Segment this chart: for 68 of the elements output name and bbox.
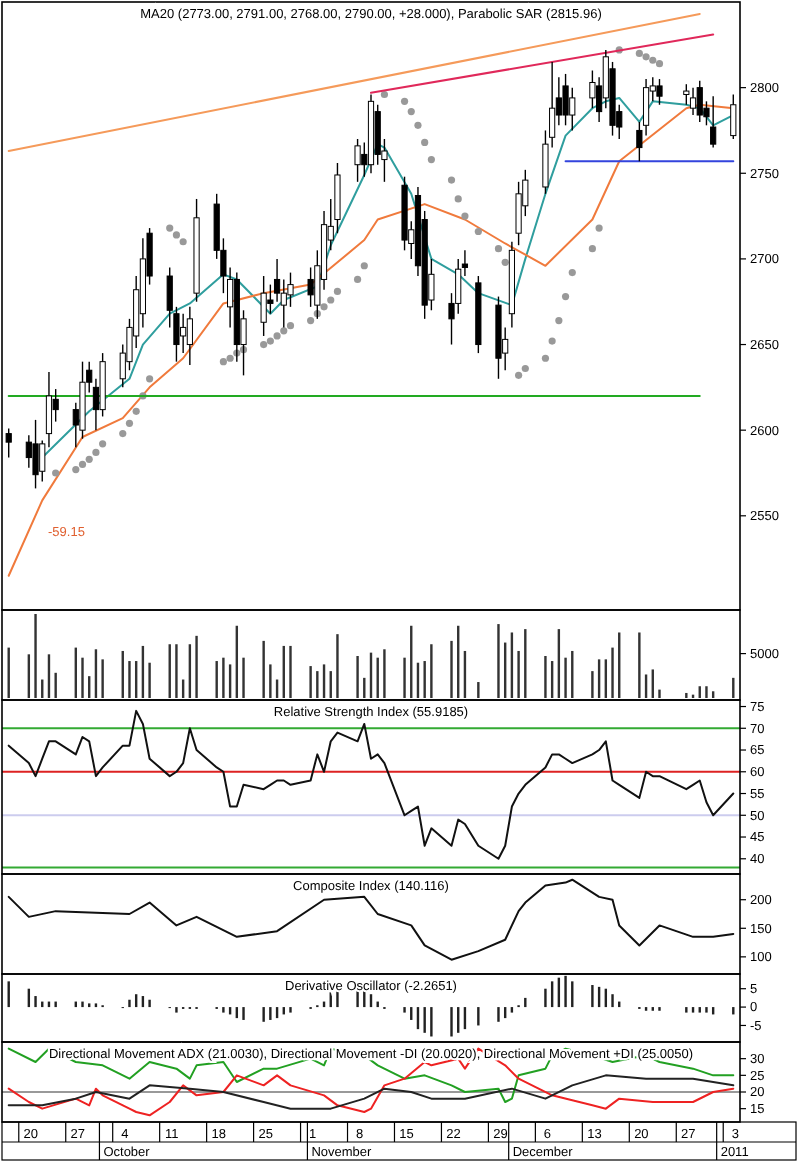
point [226, 354, 234, 362]
point [655, 60, 664, 68]
candlestick [354, 138, 361, 183]
point [568, 269, 576, 277]
point [266, 337, 274, 345]
point [360, 262, 368, 270]
point [595, 224, 603, 232]
point [327, 296, 335, 304]
point [85, 455, 93, 463]
point [166, 224, 174, 232]
line-series [7, 1074, 735, 1110]
candlestick [696, 80, 703, 123]
point [92, 448, 100, 457]
point [421, 138, 429, 147]
point [541, 354, 550, 362]
point [78, 460, 87, 469]
point [561, 292, 570, 301]
candlestick [32, 419, 39, 490]
candlestick [260, 275, 267, 337]
point [501, 258, 509, 266]
candlestick [569, 86, 576, 132]
candlestick [180, 313, 187, 354]
line-series [7, 878, 735, 961]
candlestick [307, 266, 314, 308]
point [588, 245, 596, 253]
candlestick [710, 95, 717, 149]
point [521, 364, 529, 373]
point [461, 212, 469, 220]
point [548, 337, 556, 345]
point [494, 245, 503, 253]
point [132, 407, 140, 415]
point [353, 275, 362, 284]
point [447, 176, 456, 184]
point [179, 238, 187, 246]
point [280, 327, 288, 335]
point [427, 155, 435, 164]
point [454, 195, 462, 203]
point [52, 469, 60, 477]
point [320, 303, 328, 311]
point [260, 340, 268, 349]
point [172, 231, 181, 239]
point [642, 53, 650, 61]
line-series [7, 709, 735, 860]
point [72, 465, 80, 474]
point [635, 49, 643, 57]
point [414, 121, 422, 129]
point [125, 419, 134, 427]
candlestick [689, 86, 697, 116]
candlestick [562, 73, 569, 127]
point [380, 90, 389, 99]
candlestick [186, 306, 193, 366]
point [649, 56, 657, 64]
point [515, 371, 523, 379]
candlestick [79, 360, 86, 440]
point [307, 316, 315, 325]
candlestick [656, 78, 663, 106]
point [219, 358, 227, 366]
point [555, 316, 563, 325]
point [333, 287, 342, 296]
point [146, 375, 154, 383]
point [273, 332, 281, 340]
point [99, 440, 107, 448]
point [407, 108, 415, 116]
line-series [7, 1047, 735, 1117]
point [400, 97, 409, 105]
point [474, 227, 482, 236]
point [286, 322, 295, 330]
point [119, 429, 127, 438]
